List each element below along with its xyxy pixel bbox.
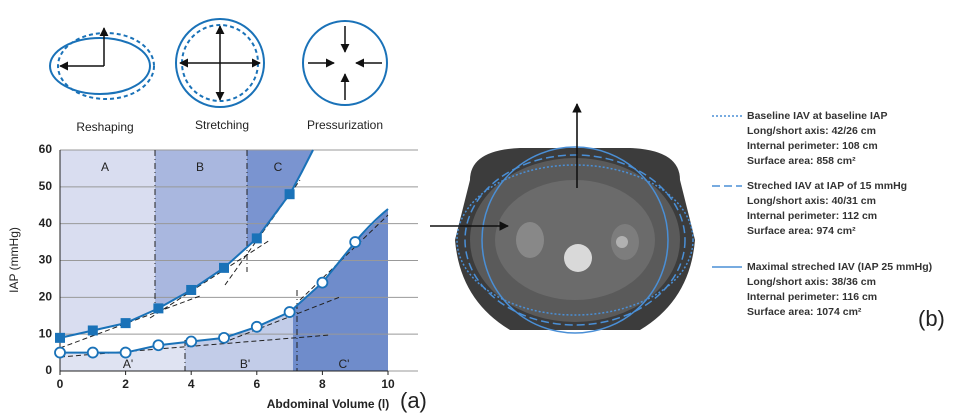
legend-text: Baseline IAV at baseline IAP Long/short a… bbox=[747, 110, 932, 318]
legend-detail: Internal perimeter: 108 cm bbox=[747, 140, 878, 152]
diagram-label: Stretching bbox=[195, 118, 249, 132]
legend-detail: Surface area: 1074 cm² bbox=[747, 306, 862, 318]
region-label: B bbox=[196, 160, 204, 174]
marker bbox=[316, 276, 329, 289]
y-tick-label: 40 bbox=[39, 216, 53, 230]
marker bbox=[349, 236, 362, 248]
x-axis-label: Abdominal Volume (l) bbox=[267, 397, 389, 411]
marker bbox=[119, 346, 132, 359]
marker bbox=[120, 318, 131, 329]
y-tick-label: 20 bbox=[39, 290, 53, 304]
x-tick-label: 6 bbox=[253, 377, 260, 391]
marker bbox=[251, 233, 262, 244]
marker bbox=[186, 284, 197, 295]
marker bbox=[55, 332, 65, 343]
x-tick-label: 10 bbox=[381, 377, 395, 391]
marker bbox=[153, 303, 164, 314]
legend-detail: Long/short axis: 40/31 cm bbox=[747, 195, 876, 207]
panel-label: (a) bbox=[400, 388, 427, 413]
x-tick-label: 4 bbox=[188, 377, 195, 391]
region-label: B' bbox=[240, 357, 250, 371]
legend-b bbox=[712, 115, 742, 268]
series-line bbox=[59, 193, 291, 339]
y-axis-label: IAP (mmHg) bbox=[7, 227, 21, 293]
series-line bbox=[60, 241, 356, 354]
marker bbox=[152, 339, 165, 352]
marker bbox=[87, 325, 98, 336]
panel-label: (b) bbox=[918, 306, 945, 331]
legend-detail: Surface area: 974 cm² bbox=[747, 225, 856, 237]
marker bbox=[250, 320, 263, 333]
marker bbox=[185, 335, 198, 348]
legend-title: Maximal streched IAV (IAP 25 mmHg) bbox=[747, 261, 932, 273]
region-label: A bbox=[101, 160, 109, 174]
legend-detail: Surface area: 858 cm² bbox=[747, 155, 856, 167]
legend-detail: Internal perimeter: 116 cm bbox=[747, 291, 877, 303]
marker bbox=[284, 189, 295, 200]
legend-detail: Internal perimeter: 112 cm bbox=[747, 210, 877, 222]
region-label: C' bbox=[339, 357, 350, 371]
schematics bbox=[49, 18, 388, 108]
y-tick-label: 30 bbox=[39, 253, 53, 267]
legend-detail: Long/short axis: 42/26 cm bbox=[747, 125, 876, 137]
plot bbox=[54, 189, 362, 359]
y-tick-label: 50 bbox=[39, 179, 53, 193]
legend-detail: Long/short axis: 38/36 cm bbox=[747, 276, 876, 288]
x-tick-label: 8 bbox=[319, 377, 326, 391]
marker bbox=[86, 346, 99, 359]
marker bbox=[54, 346, 66, 359]
marker bbox=[218, 331, 230, 344]
x-tick-label: 2 bbox=[122, 377, 129, 391]
ct-image bbox=[430, 103, 695, 334]
marker bbox=[219, 262, 229, 273]
y-tick-label: 60 bbox=[39, 142, 53, 156]
legend-title: Streched IAV at IAP of 15 mmHg bbox=[747, 180, 907, 192]
y-tick-label: 0 bbox=[45, 363, 52, 377]
x-tick-label: 0 bbox=[57, 377, 64, 391]
diagram-label: Reshaping bbox=[76, 120, 133, 134]
region-label: A' bbox=[123, 357, 133, 371]
legend-title: Baseline IAV at baseline IAP bbox=[747, 110, 887, 122]
region-label: C bbox=[274, 160, 283, 174]
diagram-label: Pressurization bbox=[307, 118, 383, 132]
y-tick-label: 10 bbox=[39, 326, 53, 340]
marker bbox=[283, 306, 296, 318]
